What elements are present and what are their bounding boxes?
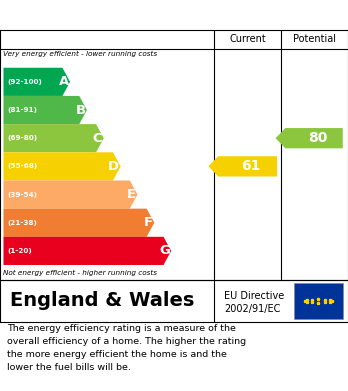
Text: (21-38): (21-38): [8, 220, 38, 226]
Text: England & Wales: England & Wales: [10, 292, 195, 310]
Text: 2002/91/EC: 2002/91/EC: [224, 303, 281, 314]
Text: D: D: [108, 160, 119, 173]
Text: C: C: [93, 132, 102, 145]
Text: Current: Current: [229, 34, 266, 45]
Text: E: E: [127, 188, 136, 201]
Bar: [294, 283, 343, 319]
Text: (39-54): (39-54): [8, 192, 38, 197]
Text: 80: 80: [308, 131, 327, 145]
Polygon shape: [3, 237, 171, 265]
Text: A: A: [58, 75, 69, 88]
Text: EU Directive: EU Directive: [224, 291, 285, 301]
Text: 61: 61: [242, 160, 261, 173]
Text: F: F: [144, 216, 153, 229]
Text: Potential: Potential: [293, 34, 336, 45]
Text: B: B: [76, 104, 86, 117]
Text: (81-91): (81-91): [8, 107, 38, 113]
Text: The energy efficiency rating is a measure of the
overall efficiency of a home. T: The energy efficiency rating is a measur…: [7, 324, 246, 371]
Text: G: G: [159, 244, 170, 257]
Polygon shape: [3, 96, 87, 124]
Text: Not energy efficient - higher running costs: Not energy efficient - higher running co…: [3, 270, 158, 276]
Text: (92-100): (92-100): [8, 79, 42, 85]
Text: (69-80): (69-80): [8, 135, 38, 141]
Text: Energy Efficiency Rating: Energy Efficiency Rating: [63, 7, 285, 23]
Polygon shape: [3, 68, 70, 96]
Polygon shape: [208, 156, 277, 176]
Text: Very energy efficient - lower running costs: Very energy efficient - lower running co…: [3, 51, 158, 57]
Text: (55-68): (55-68): [8, 163, 38, 169]
Polygon shape: [3, 152, 121, 181]
Polygon shape: [3, 181, 137, 209]
Text: (1-20): (1-20): [8, 248, 32, 254]
Polygon shape: [276, 128, 343, 148]
Polygon shape: [3, 209, 154, 237]
Polygon shape: [3, 124, 104, 152]
